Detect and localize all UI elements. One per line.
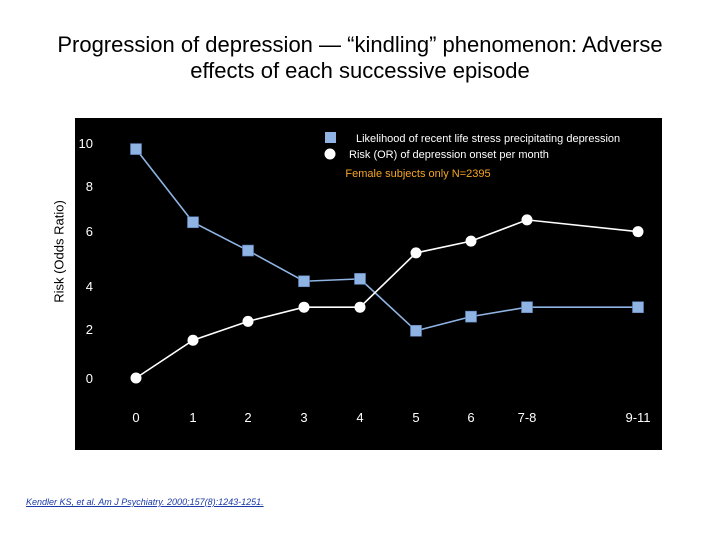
x-tick-label: 6 xyxy=(467,410,474,425)
square-marker xyxy=(130,143,142,155)
x-tick-label: 3 xyxy=(300,410,307,425)
y-tick-label: 6 xyxy=(86,224,93,239)
plot-background xyxy=(75,118,662,395)
square-marker xyxy=(187,216,199,229)
x-tick-label: 2 xyxy=(244,410,251,425)
square-marker xyxy=(354,273,366,285)
square-marker xyxy=(298,275,310,288)
x-tick-label: 7-8 xyxy=(518,410,537,425)
circle-marker xyxy=(130,372,142,384)
circle-marker xyxy=(298,301,310,313)
y-tick-label: 10 xyxy=(79,136,93,151)
x-axis-band xyxy=(75,395,662,450)
circle-marker xyxy=(410,247,422,259)
x-tick-label: 1 xyxy=(189,410,196,425)
chart-annotation: Female subjects only N=2395 xyxy=(345,168,490,180)
x-tick-label: 5 xyxy=(412,410,419,425)
circle-marker xyxy=(632,226,644,238)
legend-entry-label: Likelihood of recent life stress precipi… xyxy=(356,133,620,145)
title-line-2: effects of each successive episode xyxy=(190,58,530,83)
circle-marker xyxy=(521,214,533,226)
y-tick-label: 0 xyxy=(86,371,93,386)
y-axis-label: Risk (Odds Ratio) xyxy=(51,200,67,303)
y-tick-label: 4 xyxy=(86,279,93,294)
circle-marker xyxy=(465,235,477,247)
square-marker xyxy=(632,301,644,314)
legend-circle-swatch xyxy=(324,148,336,160)
circle-marker xyxy=(242,315,254,327)
square-marker xyxy=(410,324,422,337)
circle-marker xyxy=(187,334,199,346)
square-marker xyxy=(242,244,254,257)
legend-entry-label: Risk (OR) of depression onset per month xyxy=(349,149,549,161)
legend: Likelihood of recent life stress precipi… xyxy=(324,132,620,161)
x-tick-label: 0 xyxy=(132,410,139,425)
x-tick-label: 4 xyxy=(356,410,363,425)
legend-square-swatch xyxy=(325,132,336,143)
circle-marker xyxy=(354,301,366,313)
slide-title: Progression of depression — “kindling” p… xyxy=(0,32,720,84)
title-line-1: Progression of depression — “kindling” p… xyxy=(57,32,663,57)
y-tick-label: 8 xyxy=(86,179,93,194)
x-tick-label: 9-11 xyxy=(625,410,650,425)
y-tick-label: 2 xyxy=(86,322,93,337)
square-marker xyxy=(465,310,477,323)
x-axis-label: Number of Previous Depressive Episodes xyxy=(260,432,520,448)
citation-link[interactable]: Kendler KS, et al. Am J Psychiatry. 2000… xyxy=(26,497,264,507)
square-marker xyxy=(521,301,533,314)
